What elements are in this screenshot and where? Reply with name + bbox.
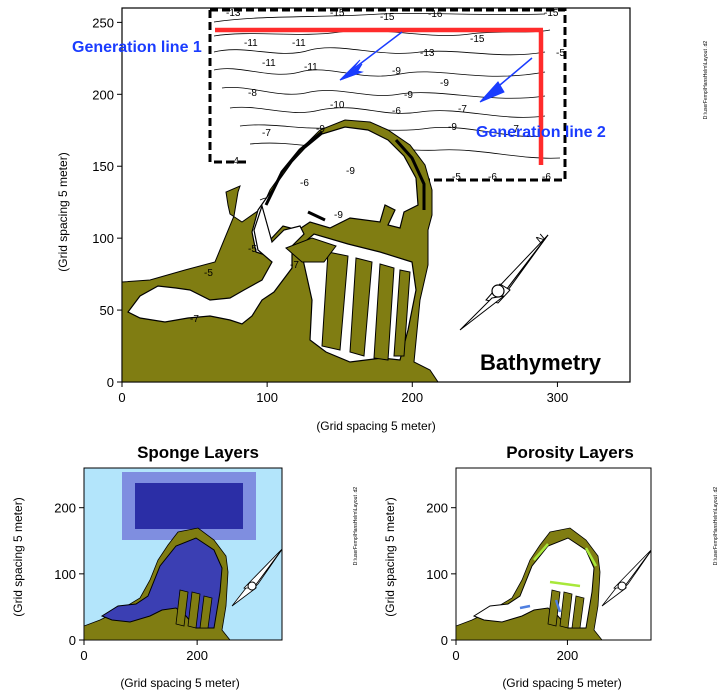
x-tick-label: 0 [118, 390, 125, 405]
contour-value-label: -4 [230, 156, 239, 167]
contour-value-label: -11 [304, 62, 318, 73]
file-path-label-left: D:\userFemp\HansHelm\Layout .d2 [353, 487, 359, 566]
contour-value-label: -11 [292, 38, 306, 49]
contour-value-label: -5 [248, 244, 257, 255]
contour-value-label: -9 [440, 78, 449, 89]
y-tick-label: 150 [92, 159, 114, 174]
sponge-y-ticks: 0 100 200 [54, 501, 84, 648]
contour-value-label: -9 [316, 124, 325, 135]
x-tick-label: 200 [401, 390, 423, 405]
bathymetry-panel: -13 -15 -15 -16 -15 -11 -11 -13 -15 -11 -11 -9 -9 -10… [56, 8, 709, 433]
contour-value-label: -7 [190, 314, 199, 325]
sponge-x-ticks: 0 200 [80, 640, 208, 663]
y-tick-label: 100 [92, 231, 114, 246]
porosity-x-axis-label: (Grid spacing 5 meter) [502, 676, 621, 690]
bathymetry-x-ticks: 0 100 200 300 [118, 382, 568, 405]
contour-value-label: -8 [248, 88, 257, 99]
contour-value-label: -7 [262, 128, 271, 139]
contour-value-label: -5 [204, 268, 213, 279]
sponge-y-axis-label: (Grid spacing 5 meter) [11, 497, 25, 616]
generation-line-2-label: Generation line 2 [476, 124, 606, 141]
contour-value-label: -6 [542, 172, 551, 183]
porosity-x-ticks: 0 200 [452, 640, 578, 663]
sponge-x-axis-label: (Grid spacing 5 meter) [120, 676, 239, 690]
porosity-title: Porosity Layers [506, 443, 634, 462]
contour-value-label: -5 [452, 172, 461, 183]
y-tick-label: 250 [92, 15, 114, 30]
y-tick-label: 50 [100, 303, 114, 318]
y-tick-label: 0 [69, 633, 76, 648]
x-tick-label: 200 [557, 648, 579, 663]
contour-value-label: -5 [556, 48, 565, 59]
contour-value-label: -15 [544, 8, 559, 19]
contour-value-label: -9 [346, 166, 355, 177]
contour-value-label: -13 [420, 48, 435, 59]
file-path-label-right: D:\userFemp\HansHelm\Layout .d2 [713, 487, 719, 566]
y-tick-label: 100 [426, 567, 448, 582]
contour-value-label: -9 [334, 210, 343, 221]
bathymetry-y-axis-label: (Grid spacing 5 meter) [56, 152, 70, 271]
bathymetry-y-ticks: 0 50 100 150 200 250 [92, 15, 122, 390]
sponge-title: Sponge Layers [137, 443, 259, 462]
x-tick-label: 0 [452, 648, 459, 663]
contour-value-label: -7 [290, 260, 299, 271]
y-tick-label: 0 [441, 633, 448, 648]
generation-line-1-label: Generation line 1 [72, 39, 202, 56]
contour-value-label: -6 [488, 172, 497, 183]
x-tick-label: 100 [256, 390, 278, 405]
file-path-label-main: D:\userFemp\HansHelm\Layout .d2 [703, 41, 709, 120]
contour-value-label: -15 [330, 8, 345, 19]
contour-value-label: -10 [330, 100, 345, 111]
y-tick-label: 200 [426, 501, 448, 516]
x-tick-label: 300 [547, 390, 569, 405]
y-tick-label: 200 [54, 501, 76, 516]
y-tick-label: 0 [107, 375, 114, 390]
sponge-panel: Sponge Layers 0 200 0 100 200 (Grid spacing… [11, 443, 283, 690]
x-tick-label: 200 [186, 648, 208, 663]
porosity-y-ticks: 0 100 200 [426, 501, 456, 648]
contour-value-label: -13 [226, 8, 241, 19]
porosity-panel: Porosity Layers 0 [383, 443, 653, 690]
y-tick-label: 200 [92, 87, 114, 102]
contour-value-label: -9 [404, 90, 413, 101]
contour-value-label: -7 [458, 104, 467, 115]
bathymetry-x-axis-label: (Grid spacing 5 meter) [316, 419, 435, 433]
contour-value-label: -9 [448, 122, 457, 133]
contour-value-label: -9 [392, 66, 401, 77]
bathymetry-title: Bathymetry [480, 350, 602, 375]
contour-value-label: -11 [244, 38, 258, 49]
contour-value-label: -6 [392, 106, 401, 117]
x-tick-label: 0 [80, 648, 87, 663]
contour-value-label: -16 [428, 9, 443, 20]
porosity-y-axis-label: (Grid spacing 5 meter) [383, 497, 397, 616]
y-tick-label: 100 [54, 567, 76, 582]
sponge-inner-layer [135, 483, 243, 529]
contour-value-label: -11 [262, 58, 276, 69]
contour-value-label: -6 [300, 178, 309, 189]
contour-value-label: -15 [380, 12, 395, 23]
contour-value-label: -15 [470, 34, 485, 45]
